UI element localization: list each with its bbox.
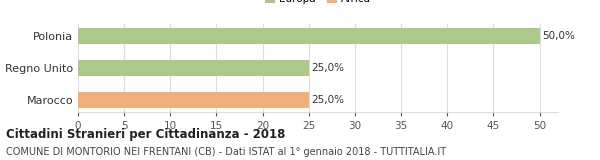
Text: 25,0%: 25,0% bbox=[311, 63, 344, 73]
Bar bbox=[78, 28, 539, 44]
Bar bbox=[78, 92, 309, 108]
Text: COMUNE DI MONTORIO NEI FRENTANI (CB) - Dati ISTAT al 1° gennaio 2018 - TUTTITALI: COMUNE DI MONTORIO NEI FRENTANI (CB) - D… bbox=[6, 147, 446, 157]
Text: 25,0%: 25,0% bbox=[311, 95, 344, 105]
Legend: Europa, Africa: Europa, Africa bbox=[261, 0, 375, 8]
Bar bbox=[78, 60, 309, 76]
Text: Cittadini Stranieri per Cittadinanza - 2018: Cittadini Stranieri per Cittadinanza - 2… bbox=[6, 128, 286, 141]
Text: 50,0%: 50,0% bbox=[542, 31, 575, 41]
